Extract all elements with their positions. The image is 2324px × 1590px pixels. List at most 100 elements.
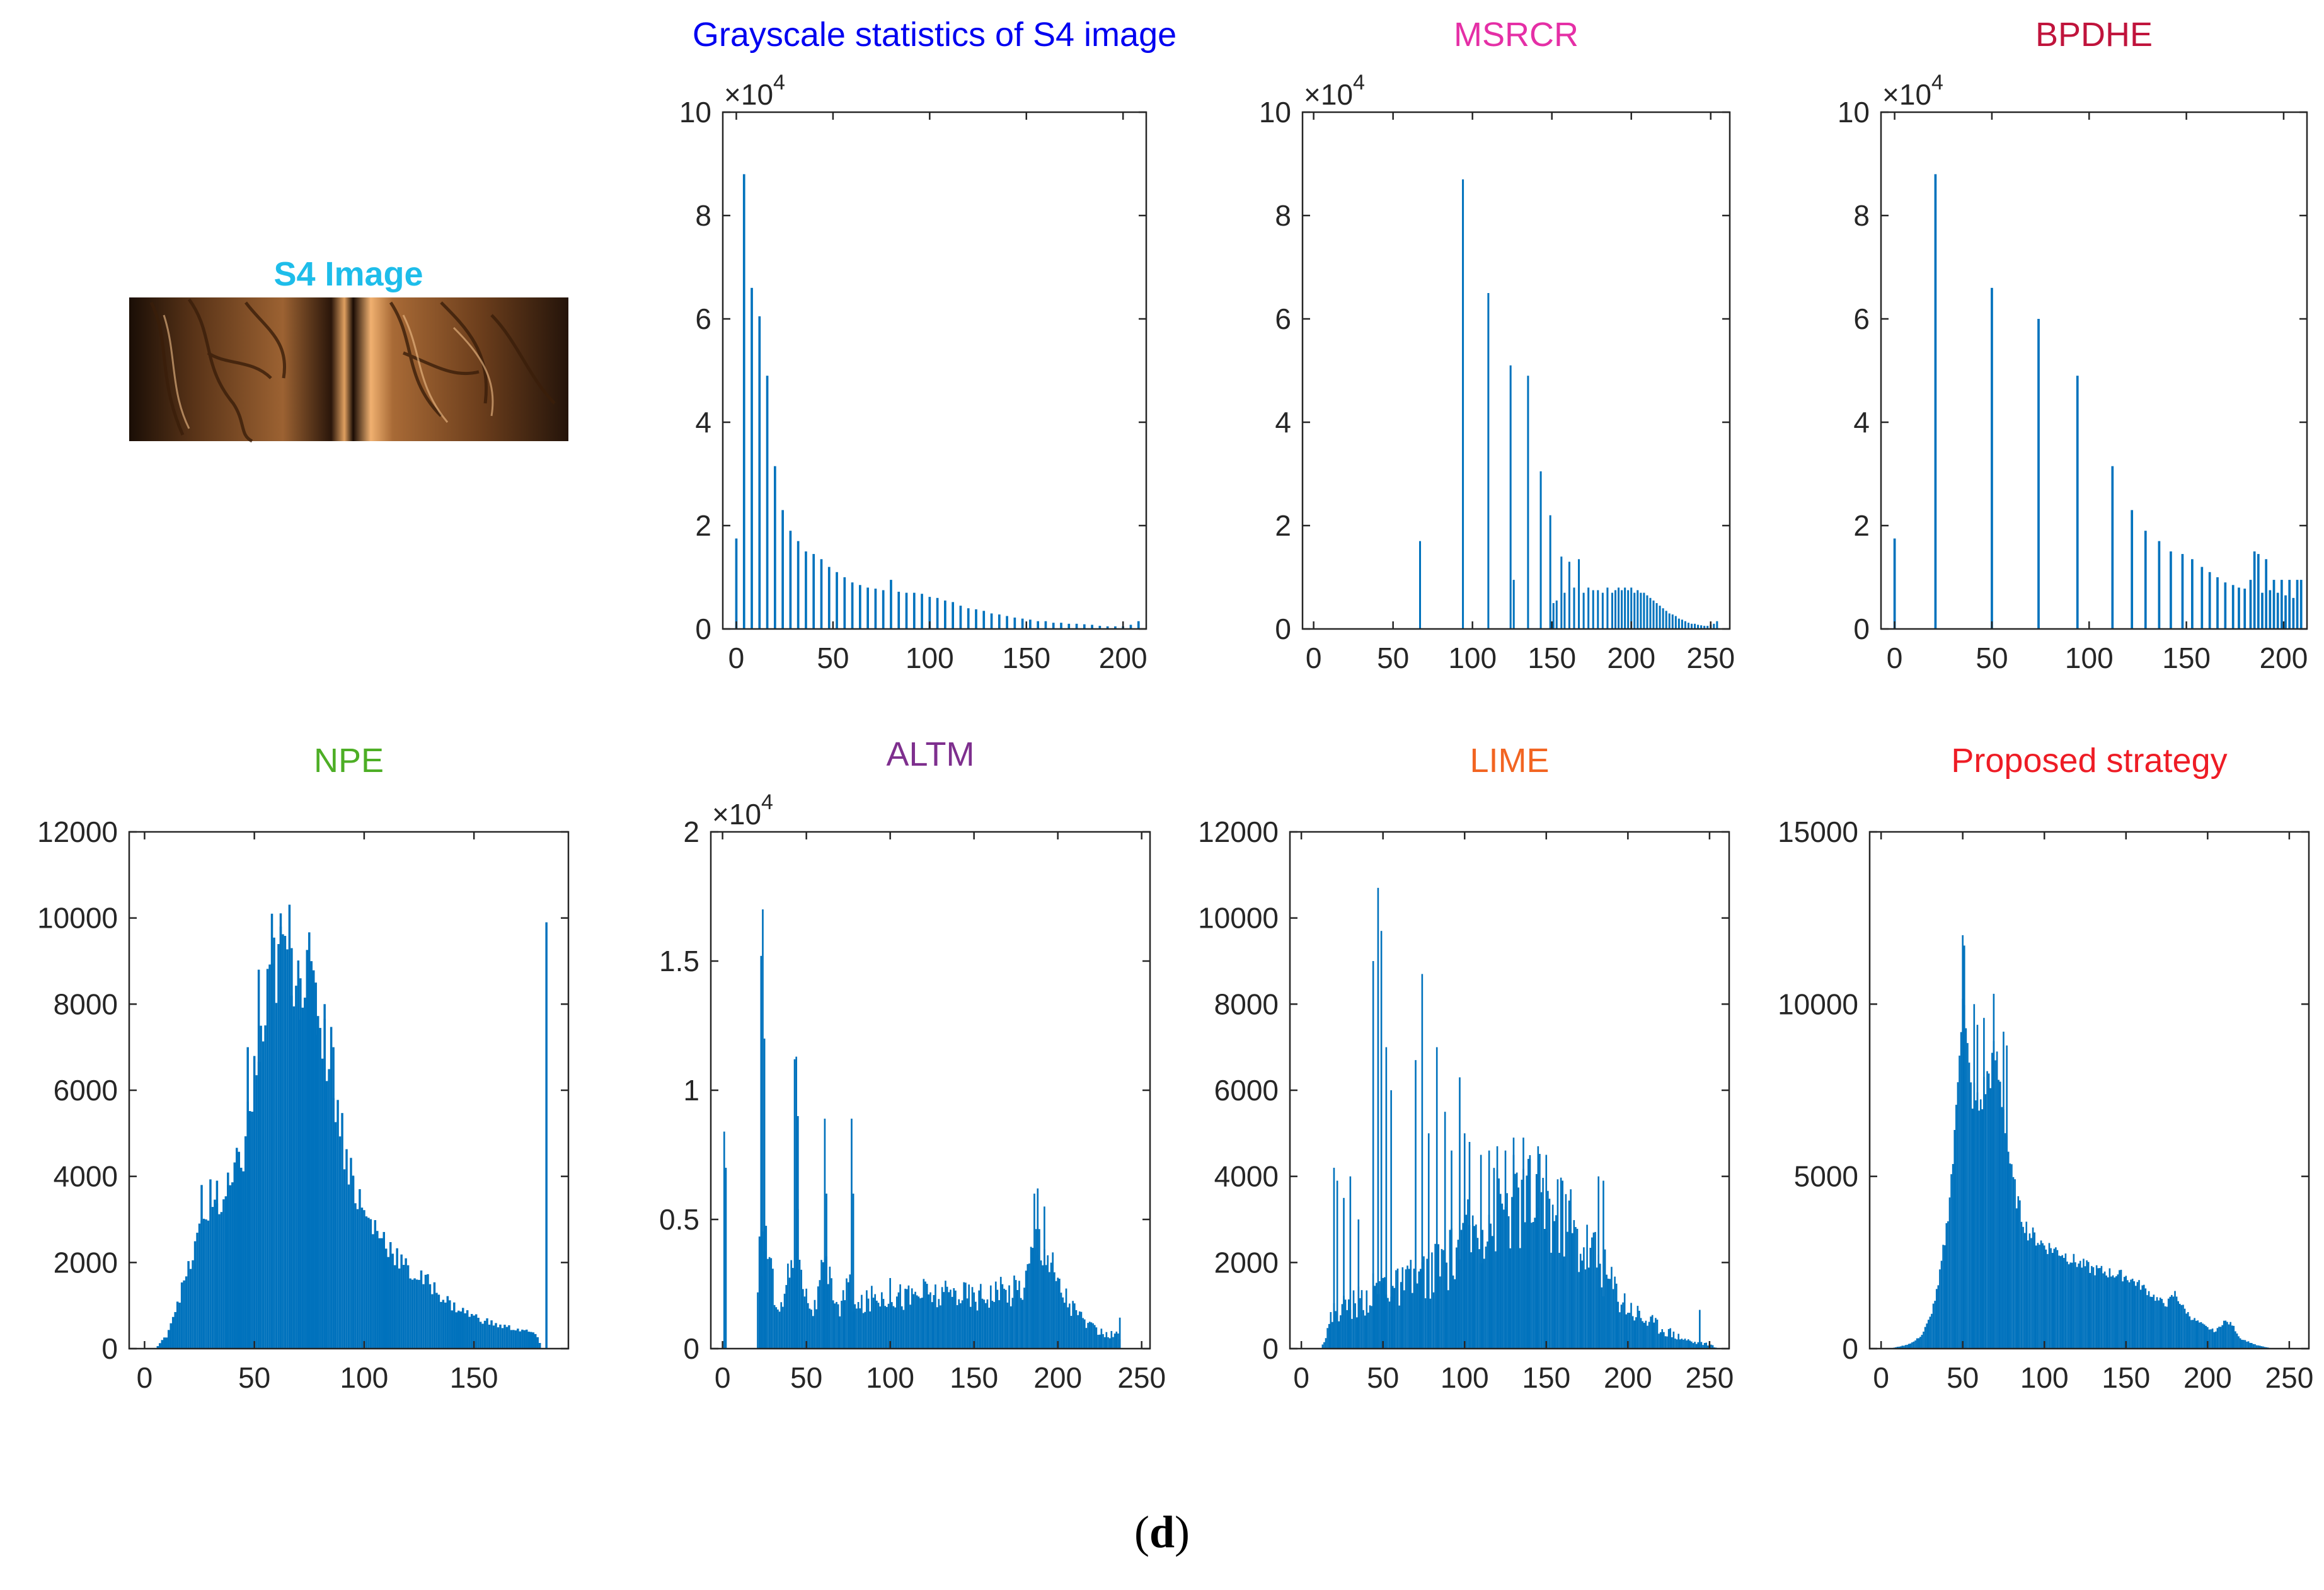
bar [1330, 1311, 1332, 1349]
bar [2197, 1320, 2199, 1349]
bar [1083, 624, 1086, 629]
bar [2119, 1270, 2120, 1349]
bar [512, 1330, 515, 1349]
bar [1689, 1340, 1691, 1349]
bar [1700, 625, 1703, 629]
bar [1351, 1318, 1353, 1349]
x-tick-label: 150 [1002, 642, 1050, 674]
figure-caption: (d) [0, 1506, 2324, 1558]
bar [319, 1028, 321, 1349]
bar [1587, 1267, 1590, 1349]
bar [953, 1288, 955, 1349]
y-tick-label: 8 [1275, 199, 1291, 232]
bar [1108, 1338, 1111, 1349]
bar [1604, 1249, 1606, 1349]
bar [1360, 1290, 1363, 1349]
bar [2292, 597, 2295, 629]
bar [876, 1300, 878, 1349]
bar [897, 591, 900, 629]
bar [1633, 592, 1636, 629]
bar [2181, 554, 2184, 629]
bar [955, 1290, 957, 1349]
bar [415, 1279, 418, 1349]
bar [1697, 1342, 1700, 1349]
bar [279, 926, 282, 1349]
bar [2299, 580, 2303, 629]
bar [1369, 1305, 1371, 1349]
bar [1601, 1287, 1603, 1349]
bar [2114, 1277, 2115, 1349]
bar [1950, 1174, 1952, 1349]
bar [1981, 1109, 1984, 1349]
bar [2048, 1243, 2051, 1349]
bar [988, 1308, 990, 1349]
bar [359, 1189, 361, 1349]
x-tick-label: 150 [2102, 1361, 2150, 1394]
bar [945, 1281, 946, 1349]
bar [1597, 1176, 1600, 1349]
bar [1611, 1267, 1613, 1349]
bar [1575, 1227, 1577, 1349]
bar [350, 1158, 352, 1349]
bar [2144, 1288, 2147, 1349]
bar [2087, 1262, 2090, 1349]
bar [1647, 1325, 1648, 1349]
bar [275, 1003, 278, 1349]
bar [979, 1284, 982, 1349]
x-axis: 0 50 100 150 200 [728, 112, 1148, 674]
y-tick-label: 0 [683, 1332, 699, 1365]
bar [1684, 621, 1686, 629]
bar [1667, 1328, 1670, 1349]
bar [2133, 1281, 2136, 1349]
bar [406, 1265, 410, 1349]
bar [220, 1212, 223, 1349]
bar [314, 982, 317, 1349]
bar [192, 1260, 194, 1349]
bar [1668, 613, 1671, 629]
bar [2257, 554, 2260, 629]
bar [477, 1318, 480, 1349]
bar [2128, 1282, 2131, 1349]
bar [1030, 1247, 1032, 1349]
bar [1991, 287, 1993, 629]
bar [829, 1266, 831, 1349]
bar [2269, 590, 2272, 629]
bar [1653, 1322, 1655, 1349]
bar [1599, 1264, 1601, 1349]
bar [837, 1304, 839, 1349]
bar [2035, 1245, 2037, 1349]
bar [161, 1340, 164, 1349]
bar [2208, 1329, 2211, 1349]
bar [1462, 179, 1464, 630]
bar [387, 1257, 389, 1349]
bar [1060, 1293, 1062, 1349]
bar [2192, 1320, 2194, 1349]
y-tick-label: 2 [1853, 509, 1870, 542]
bar [517, 1328, 519, 1349]
caption-open-paren: ( [1134, 1507, 1149, 1557]
bar [981, 1298, 984, 1349]
bar [1931, 1313, 1933, 1349]
bar [1499, 1194, 1502, 1349]
bar [2063, 1258, 2065, 1349]
bar [1352, 1290, 1355, 1349]
bar [1511, 1197, 1513, 1349]
bar [381, 1238, 383, 1349]
sonar-image-texture [149, 298, 556, 443]
bar [2260, 1346, 2263, 1349]
bar [1687, 1339, 1689, 1349]
bar [288, 904, 291, 1349]
x-tick-label: 100 [2065, 642, 2114, 674]
bar [834, 1303, 836, 1349]
image-title: S4 Image [273, 255, 423, 293]
bar [189, 1269, 192, 1349]
chart-title: Grayscale statistics of S4 image [693, 16, 1176, 54]
bar [376, 1231, 379, 1349]
bar [1594, 1231, 1596, 1349]
bar [770, 1258, 773, 1349]
bar [1114, 626, 1117, 629]
bar [1075, 1310, 1078, 1349]
bar [519, 1331, 522, 1349]
bar [1483, 1259, 1485, 1349]
bar [1952, 1164, 1954, 1349]
